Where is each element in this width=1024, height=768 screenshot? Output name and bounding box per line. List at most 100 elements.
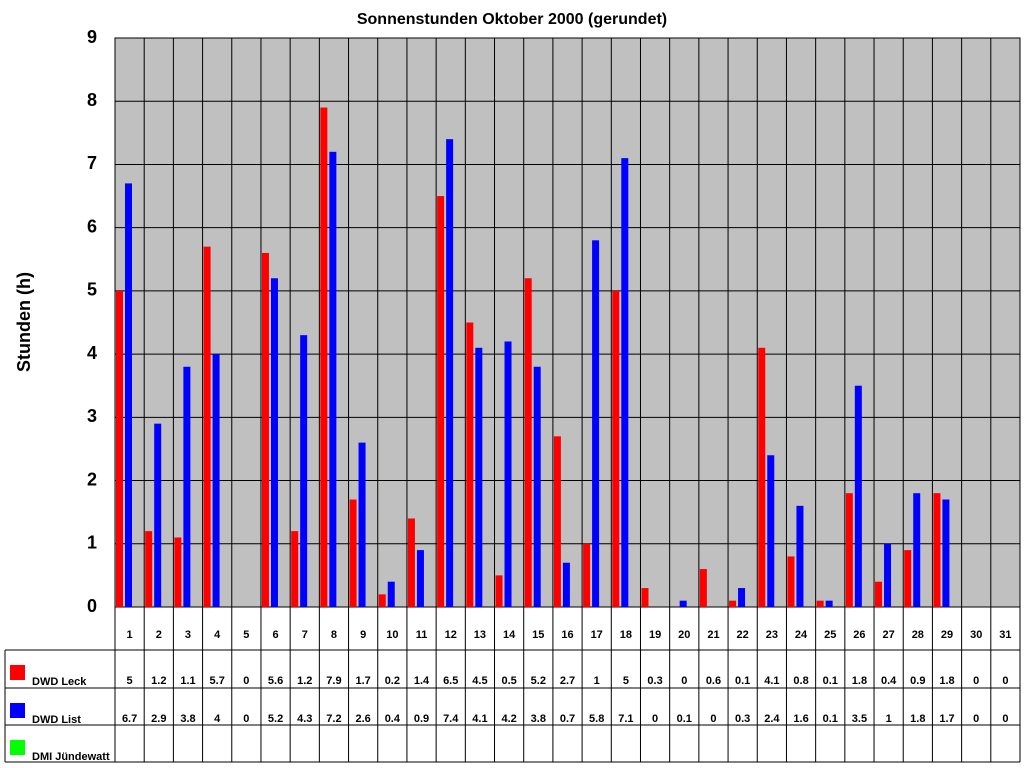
chart-title: Sonnenstunden Oktober 2000 (gerundet): [357, 11, 667, 28]
x-tick-label: 11: [416, 629, 428, 641]
table-value: 0.4: [385, 713, 401, 725]
table-value: 0: [1002, 675, 1008, 687]
table-value: 0: [652, 713, 658, 725]
x-tick-label: 17: [591, 629, 603, 641]
bar: [329, 151, 337, 608]
bar: [845, 493, 853, 607]
x-tick-label: 29: [941, 629, 953, 641]
x-tick-label: 9: [360, 629, 366, 641]
bar: [942, 499, 950, 607]
table-value: 6.7: [122, 713, 137, 725]
x-tick-label: 28: [912, 629, 924, 641]
table-value: 6.5: [443, 675, 458, 687]
x-tick-label: 24: [795, 629, 808, 641]
bar: [796, 505, 804, 607]
y-tick-label: 2: [87, 469, 97, 489]
bar: [933, 493, 941, 607]
y-tick-label: 7: [87, 153, 97, 173]
bar: [407, 518, 415, 607]
bar: [524, 278, 532, 607]
table-value: 5.8: [589, 713, 604, 725]
x-tick-label: 12: [445, 629, 457, 641]
table-value: 0.7: [560, 713, 575, 725]
y-tick-label: 1: [87, 533, 97, 553]
bar: [875, 581, 883, 607]
x-tick-label: 15: [532, 629, 544, 641]
bar: [466, 322, 474, 607]
y-tick-label: 3: [87, 406, 97, 426]
x-tick-label: 1: [127, 629, 133, 641]
table-value: 2.4: [764, 713, 780, 725]
bar: [679, 600, 687, 607]
table-value: 0.1: [823, 675, 838, 687]
bar: [349, 499, 357, 607]
bar: [621, 158, 629, 607]
table-value: 4.1: [764, 675, 779, 687]
bar: [145, 531, 153, 607]
x-tick-label: 22: [737, 629, 749, 641]
bar: [416, 550, 424, 607]
table-value: 5: [623, 675, 629, 687]
table-value: 0.8: [793, 675, 808, 687]
table-value: 5.6: [268, 675, 283, 687]
bar: [125, 183, 132, 607]
bar: [767, 455, 775, 607]
bar: [884, 543, 892, 607]
table-value: 2.9: [151, 713, 166, 725]
x-tick-label: 8: [331, 629, 337, 641]
bar: [699, 569, 707, 607]
x-tick-label: 19: [649, 629, 661, 641]
bar: [504, 341, 512, 607]
table-value: 0.1: [735, 675, 750, 687]
table-value: 5.2: [531, 675, 546, 687]
table-value: 5.2: [268, 713, 283, 725]
bar: [612, 290, 620, 607]
table-value: 2.6: [355, 713, 370, 725]
table-value: 3.8: [531, 713, 546, 725]
table-value: 0: [973, 675, 979, 687]
legend-swatch: [10, 740, 25, 755]
bar: [291, 531, 299, 607]
bar: [641, 588, 649, 607]
bar: [825, 600, 833, 607]
bar: [358, 442, 366, 607]
legend-label: DWD Leck: [32, 676, 87, 688]
table-value: 1: [886, 713, 892, 725]
bar: [320, 107, 328, 608]
x-tick-label: 23: [766, 629, 778, 641]
table-value: 0.9: [414, 713, 429, 725]
table-value: 0.5: [501, 675, 516, 687]
table-value: 0: [1002, 713, 1008, 725]
table-value: 0.1: [823, 713, 838, 725]
x-tick-label: 20: [678, 629, 690, 641]
bar: [553, 436, 561, 607]
x-tick-label: 10: [386, 629, 398, 641]
bar: [495, 575, 503, 607]
table-value: 0: [681, 675, 687, 687]
y-tick-label: 8: [87, 90, 97, 110]
x-tick-label: 7: [302, 629, 308, 641]
x-tick-label: 4: [214, 629, 221, 641]
table-value: 1.4: [414, 675, 430, 687]
bar: [174, 537, 182, 607]
table-value: 0.9: [910, 675, 925, 687]
y-tick-label: 6: [87, 216, 97, 236]
table-value: 1: [594, 675, 600, 687]
table-value: 7.9: [326, 675, 341, 687]
bar: [116, 290, 123, 607]
table-value: 0.3: [735, 713, 750, 725]
bar: [913, 493, 921, 607]
table-value: 3.8: [180, 713, 195, 725]
table-value: 0.6: [706, 675, 721, 687]
table-value: 0.3: [647, 675, 662, 687]
table-value: 0: [973, 713, 979, 725]
x-tick-label: 3: [185, 629, 191, 641]
table-value: 4.2: [501, 713, 516, 725]
legend-label: DMI Jündewatt: [32, 751, 110, 763]
bar: [154, 423, 162, 607]
table-value: 0.4: [881, 675, 897, 687]
table-value: 1.8: [939, 675, 954, 687]
table-value: 2.7: [560, 675, 575, 687]
table-value: 1.8: [910, 713, 925, 725]
table-value: 7.2: [326, 713, 341, 725]
